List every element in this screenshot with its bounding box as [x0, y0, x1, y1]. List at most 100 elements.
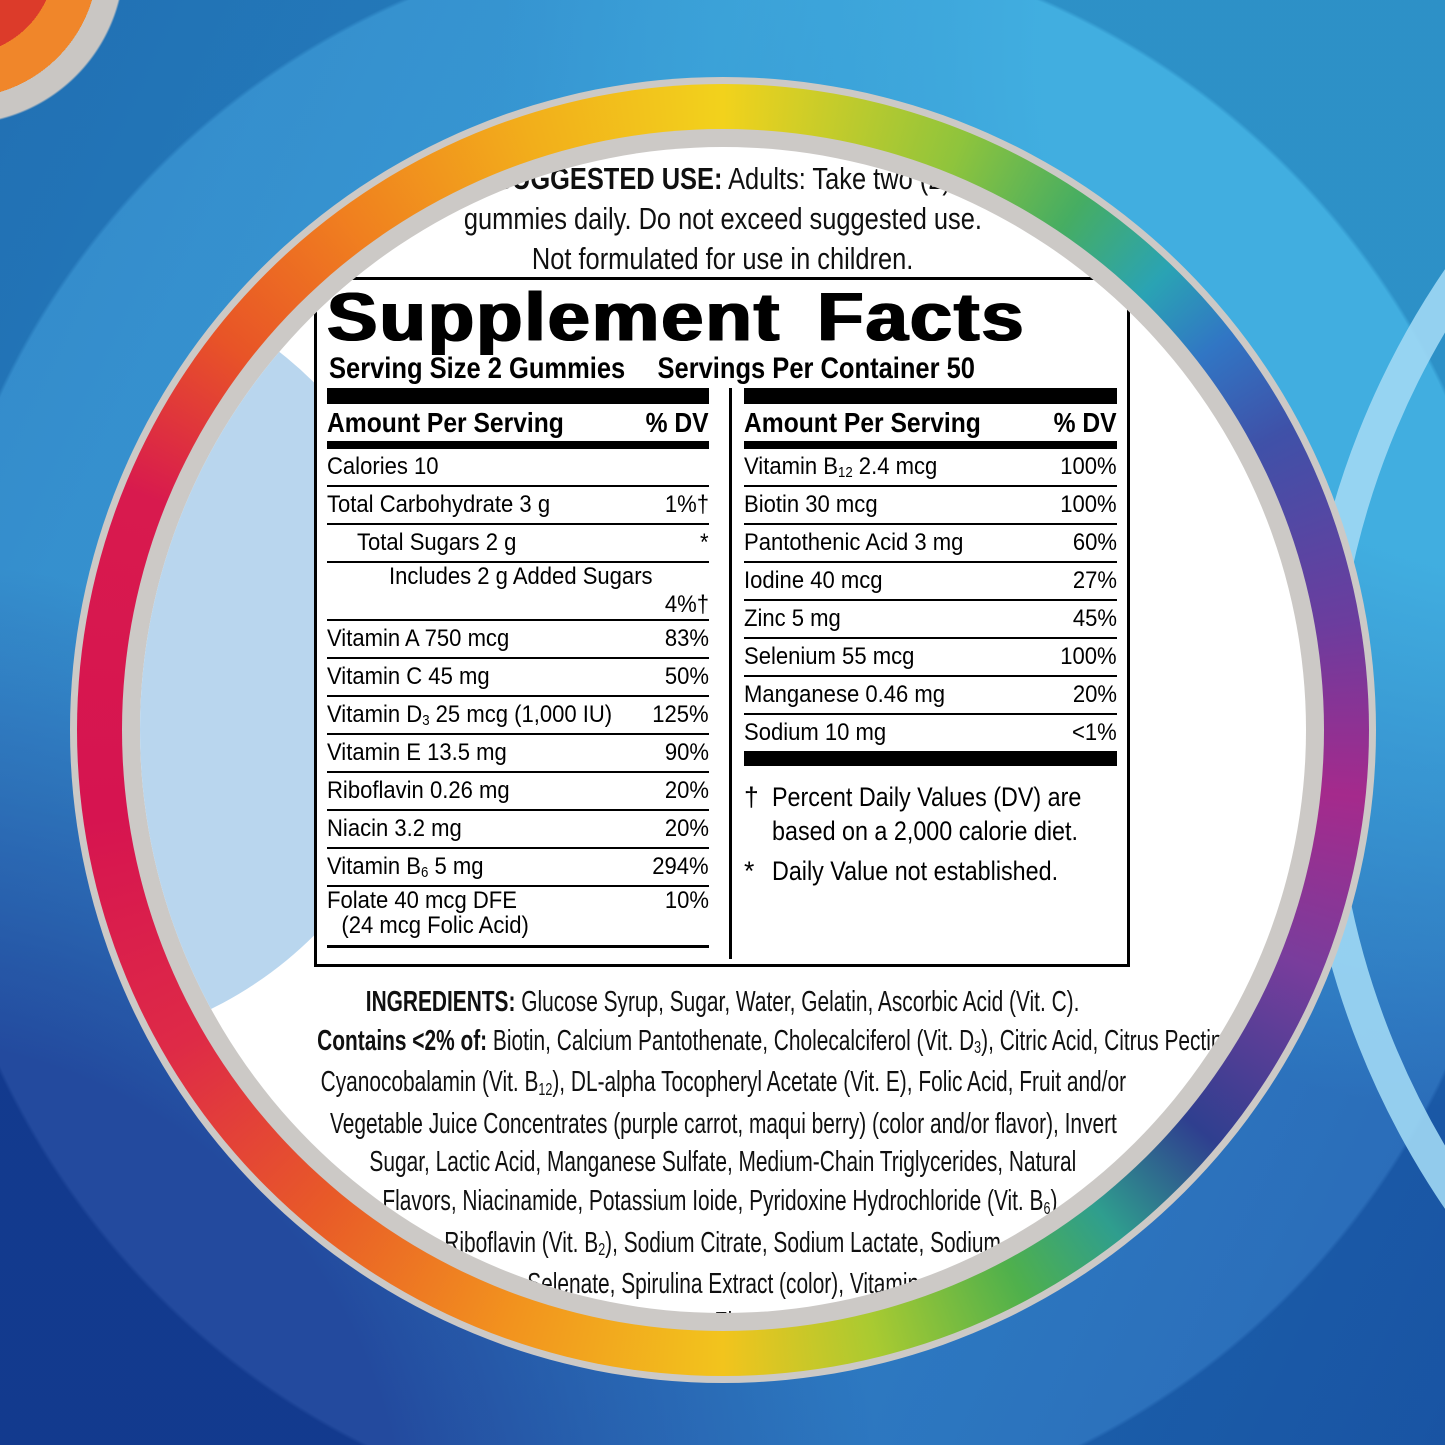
column-header: Amount Per Serving % DV [327, 404, 709, 441]
table-row: Vitamin E 13.5 mg 90% [327, 733, 709, 771]
nutrient-name: Sodium 10 mg [744, 719, 887, 746]
serving-size: Serving Size 2 Gummies [329, 352, 626, 385]
table-row: Total Carbohydrate 3 g 1%† [327, 485, 709, 523]
supplement-facts-panel: Supplement Facts Serving Size 2 Gummies S… [314, 277, 1130, 967]
silver-ring-inner: SUGGESTED USE: Adults: Take two (2) gumm… [122, 129, 1324, 1331]
dv-value: 100% [1060, 643, 1117, 670]
ingredients-line: Flavors, Niacinamide, Potassium Ioide, P… [382, 1184, 1064, 1218]
dv-value: 20% [1072, 681, 1117, 708]
column-header: Amount Per Serving % DV [744, 404, 1117, 441]
dv-value: 83% [664, 625, 709, 652]
ingredients-line: Selenate, Spirulina Extract (color), Vit… [527, 1268, 919, 1301]
suggested-use-line3: Not formulated for use in children. [532, 241, 914, 276]
divider-bar-medium [327, 441, 709, 449]
divider-bar-thick [744, 388, 1117, 404]
dv-value: 100% [1060, 453, 1117, 480]
nutrient-name: Calories 10 [327, 453, 439, 480]
dv-value: * [700, 529, 709, 556]
dv-value: 294% [652, 853, 709, 880]
nutrient-name-line2: (24 mcg Folic Acid) [341, 912, 529, 939]
table-row: Selenium 55 mcg 100% [744, 637, 1117, 675]
table-row: Pantothenic Acid 3 mg 60% [744, 523, 1117, 561]
table-row: Vitamin B6 5 mg 294% [327, 847, 709, 885]
dv-value: 60% [1072, 529, 1117, 556]
divider-bar-medium [744, 441, 1117, 449]
silver-ring-outer: SUGGESTED USE: Adults: Take two (2) gumm… [70, 77, 1376, 1383]
dv-value: 45% [1072, 605, 1117, 632]
dv-value: 50% [664, 663, 709, 690]
table-row: Sodium 10 mg <1% [744, 713, 1117, 751]
dv-value: 100% [1060, 491, 1117, 518]
serving-info: Serving Size 2 Gummies Servings Per Conta… [329, 352, 1089, 386]
table-row: Iodine 40 mcg 27% [744, 561, 1117, 599]
column-header-dv: % DV [1054, 406, 1117, 438]
nutrient-name: Manganese 0.46 mg [744, 681, 946, 708]
facts-columns: Amount Per Serving % DV Calories 10 Total… [327, 388, 1117, 959]
nutrient-name: Selenium 55 mcg [744, 643, 915, 670]
nutrient-name: Riboflavin 0.26 mg [327, 777, 510, 804]
dv-value: 90% [664, 739, 709, 766]
nutrient-name: Iodine 40 mcg [744, 567, 883, 594]
table-row: Zinc 5 mg 45% [744, 599, 1117, 637]
dv-value: <1% [1072, 719, 1117, 746]
column-divider [729, 388, 732, 959]
facts-rows-right: Vitamin B12 2.4 mcg 100% Biotin 30 mcg 100%… [744, 449, 1117, 751]
ingredients-text: INGREDIENTS: Glucose Syrup, Sugar, Water… [140, 983, 1306, 1313]
dv-value: 10% [664, 887, 709, 914]
ingredients-line: INGREDIENTS: Glucose Syrup, Sugar, Water… [366, 986, 1080, 1018]
ingredients-line: Vegetable Juice Concentrates (purple car… [329, 1107, 1117, 1140]
facts-column-left: Amount Per Serving % DV Calories 10 Total… [327, 388, 709, 948]
rainbow-ring: SUGGESTED USE: Adults: Take two (2) gumm… [77, 84, 1369, 1376]
footnote: † Percent Daily Values (DV) are based on a… [744, 782, 1082, 846]
suggested-use-label: SUGGESTED USE: [495, 161, 723, 196]
nutrient-name: Pantothenic Acid 3 mg [744, 529, 964, 556]
dv-value: 27% [1072, 567, 1117, 594]
table-row: Vitamin A 750 mcg 83% [327, 619, 709, 657]
table-row: Folate 40 mcg DFE 10% (24 mcg Folic Acid) [327, 885, 709, 945]
ingredients-line: A Acetate, Zinc Sulfate. [140, 1304, 1306, 1313]
divider-bar-thick [327, 388, 709, 404]
nutrient-name: Vitamin D3 25 mcg (1,000 IU) [327, 701, 613, 730]
ingredients-line: Cyanocobalamin (Vit. B12), DL-alpha Toco… [320, 1066, 1126, 1099]
table-row: Vitamin B12 2.4 mcg 100% [744, 449, 1117, 485]
footnote: * Daily Value not established. [744, 856, 1059, 886]
divider-bar-thick-bottom [744, 751, 1117, 766]
table-row: Vitamin D3 25 mcg (1,000 IU) 125% [327, 695, 709, 733]
nutrient-name: Total Carbohydrate 3 g [327, 491, 551, 518]
suggested-use-text: SUGGESTED USE: Adults: Take two (2) gumm… [140, 159, 1306, 279]
nutrient-name: Vitamin E 13.5 mg [327, 739, 507, 766]
dv-value: 125% [652, 701, 709, 728]
nutrient-name: Vitamin B12 2.4 mcg [744, 453, 938, 482]
table-row: Includes 2 g Added Sugars 4%† [327, 561, 709, 619]
suggested-use-line1: Adults: Take two (2) [722, 161, 951, 196]
dv-value: 4%† [664, 591, 709, 618]
facts-rows-left: Calories 10 Total Carbohydrate 3 g 1%† Tota… [327, 449, 709, 948]
table-row: Riboflavin 0.26 mg 20% [327, 771, 709, 809]
table-row: Niacin 3.2 mg 20% [327, 809, 709, 847]
nutrient-name: Zinc 5 mg [744, 605, 841, 632]
nutrient-name: Niacin 3.2 mg [327, 815, 462, 842]
label-circle: SUGGESTED USE: Adults: Take two (2) gumm… [140, 147, 1306, 1313]
nutrient-name: Vitamin B6 5 mg [327, 853, 484, 882]
ingredients-line: Contains <2% of: Biotin, Calcium Pantoth… [317, 1024, 1229, 1058]
nutrient-name: Vitamin A 750 mcg [327, 625, 510, 652]
table-row: Manganese 0.46 mg 20% [744, 675, 1117, 713]
column-header-amount: Amount Per Serving [744, 406, 981, 438]
nutrient-name: Includes 2 g Added Sugars [389, 563, 653, 590]
nutrient-name: Folate 40 mcg DFE [327, 887, 517, 914]
dv-value: 20% [664, 815, 709, 842]
dv-value: 1%† [664, 491, 709, 518]
footnotes: † Percent Daily Values (DV) are based on a… [744, 766, 1117, 888]
table-row: Vitamin C 45 mg 50% [327, 657, 709, 695]
column-header-amount: Amount Per Serving [327, 406, 564, 438]
table-row: Biotin 30 mcg 100% [744, 485, 1117, 523]
table-row: Calories 10 [327, 449, 709, 485]
facts-column-right: Amount Per Serving % DV Vitamin B12 2.4 … [744, 388, 1117, 888]
suggested-use-line2: gummies daily. Do not exceed suggested u… [463, 201, 983, 236]
panel-title: Supplement Facts [327, 278, 1026, 356]
servings-per-container: Servings Per Container 50 [657, 352, 975, 385]
nutrient-name: Vitamin C 45 mg [327, 663, 490, 690]
nutrient-name: Total Sugars 2 g [357, 529, 517, 556]
ingredients-line: Sugar, Lactic Acid, Manganese Sulfate, M… [369, 1146, 1077, 1179]
